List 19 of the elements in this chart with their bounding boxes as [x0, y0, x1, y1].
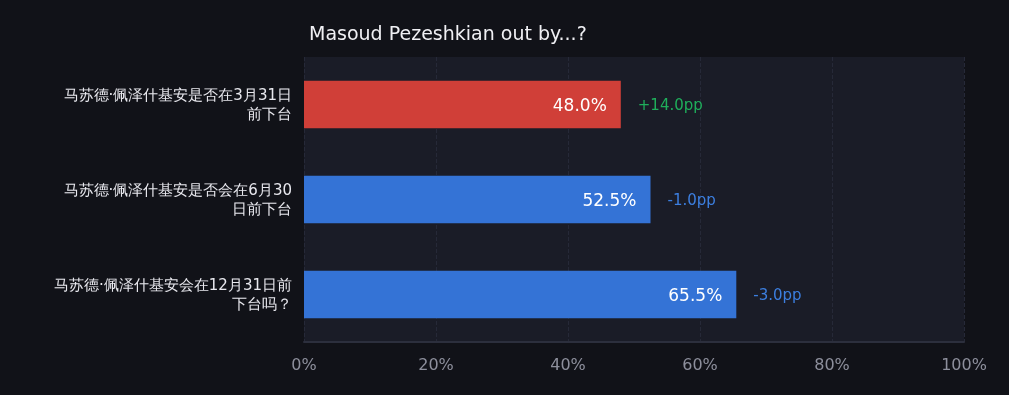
- bar: [304, 80, 621, 129]
- y-tick-label: 马苏德·佩泽什基安是否在3月31日前下台: [63, 86, 292, 123]
- data-label: 65.5%: [668, 284, 723, 305]
- data-label: 48.0%: [552, 94, 607, 115]
- x-tick-label: 100%: [941, 354, 987, 374]
- y-tick-label: 马苏德·佩泽什基安是否会在6月30日前下台: [63, 181, 292, 218]
- bar: [304, 270, 737, 319]
- x-tick-label: 80%: [814, 354, 850, 374]
- x-tick-label: 0%: [291, 354, 317, 374]
- annotation: -3.0pp: [753, 285, 802, 304]
- bar: [304, 175, 651, 224]
- annotation: +14.0pp: [637, 95, 703, 114]
- x-tick-label: 20%: [418, 354, 454, 374]
- x-tick-label: 60%: [682, 354, 718, 374]
- chart-title: Masoud Pezeshkian out by...?: [309, 21, 587, 44]
- x-tick-label: 40%: [550, 354, 586, 374]
- y-tick-label: 马苏德·佩泽什基安会在12月31日前下台吗？: [54, 276, 292, 313]
- data-label: 52.5%: [582, 189, 637, 210]
- annotation: -1.0pp: [667, 190, 716, 209]
